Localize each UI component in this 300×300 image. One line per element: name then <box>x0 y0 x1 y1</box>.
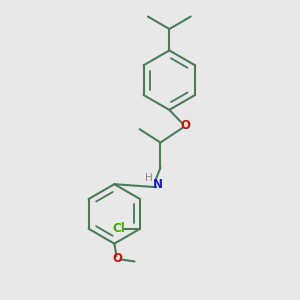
Text: H: H <box>145 173 153 183</box>
Text: N: N <box>152 178 162 191</box>
Text: Cl: Cl <box>112 222 125 235</box>
Text: O: O <box>181 119 191 132</box>
Text: O: O <box>112 252 122 265</box>
